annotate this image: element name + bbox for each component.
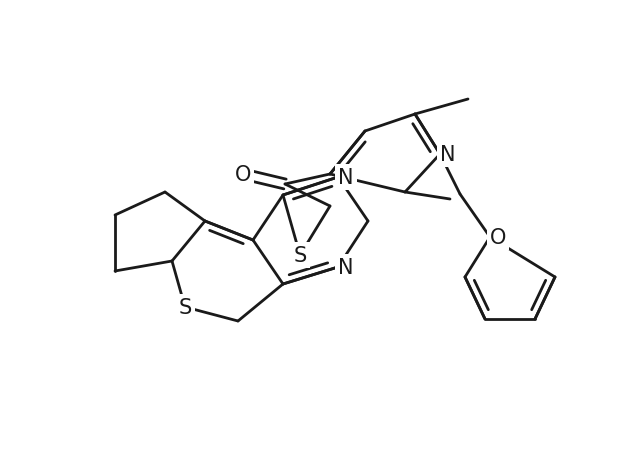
Text: N: N [338, 167, 353, 187]
Text: O: O [490, 228, 506, 248]
Text: O: O [235, 165, 251, 185]
Text: N: N [440, 145, 456, 165]
Text: S: S [179, 298, 191, 317]
Text: S: S [293, 245, 307, 265]
Text: N: N [338, 258, 353, 278]
